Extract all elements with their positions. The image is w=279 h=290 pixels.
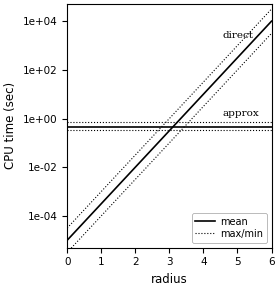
- max/min: [238, 42, 241, 45]
- mean: [187, 108, 191, 112]
- mean: [251, 40, 254, 44]
- max/min: [186, 97, 190, 100]
- Line: mean: mean: [67, 21, 271, 240]
- X-axis label: radius: radius: [151, 273, 188, 286]
- max/min: [251, 28, 254, 31]
- Line: max/min: max/min: [67, 9, 271, 228]
- max/min: [66, 226, 69, 229]
- max/min: [191, 92, 194, 96]
- mean: [66, 238, 69, 242]
- mean: [191, 104, 194, 108]
- max/min: [66, 226, 69, 230]
- Text: approx: approx: [222, 109, 259, 118]
- Y-axis label: CPU time (sec): CPU time (sec): [4, 82, 17, 169]
- Text: direct: direct: [222, 31, 253, 40]
- max/min: [270, 7, 273, 11]
- Legend: mean, max/min: mean, max/min: [192, 213, 267, 243]
- mean: [186, 109, 190, 112]
- mean: [270, 19, 273, 23]
- max/min: [187, 96, 191, 99]
- mean: [238, 54, 241, 57]
- mean: [66, 238, 69, 241]
